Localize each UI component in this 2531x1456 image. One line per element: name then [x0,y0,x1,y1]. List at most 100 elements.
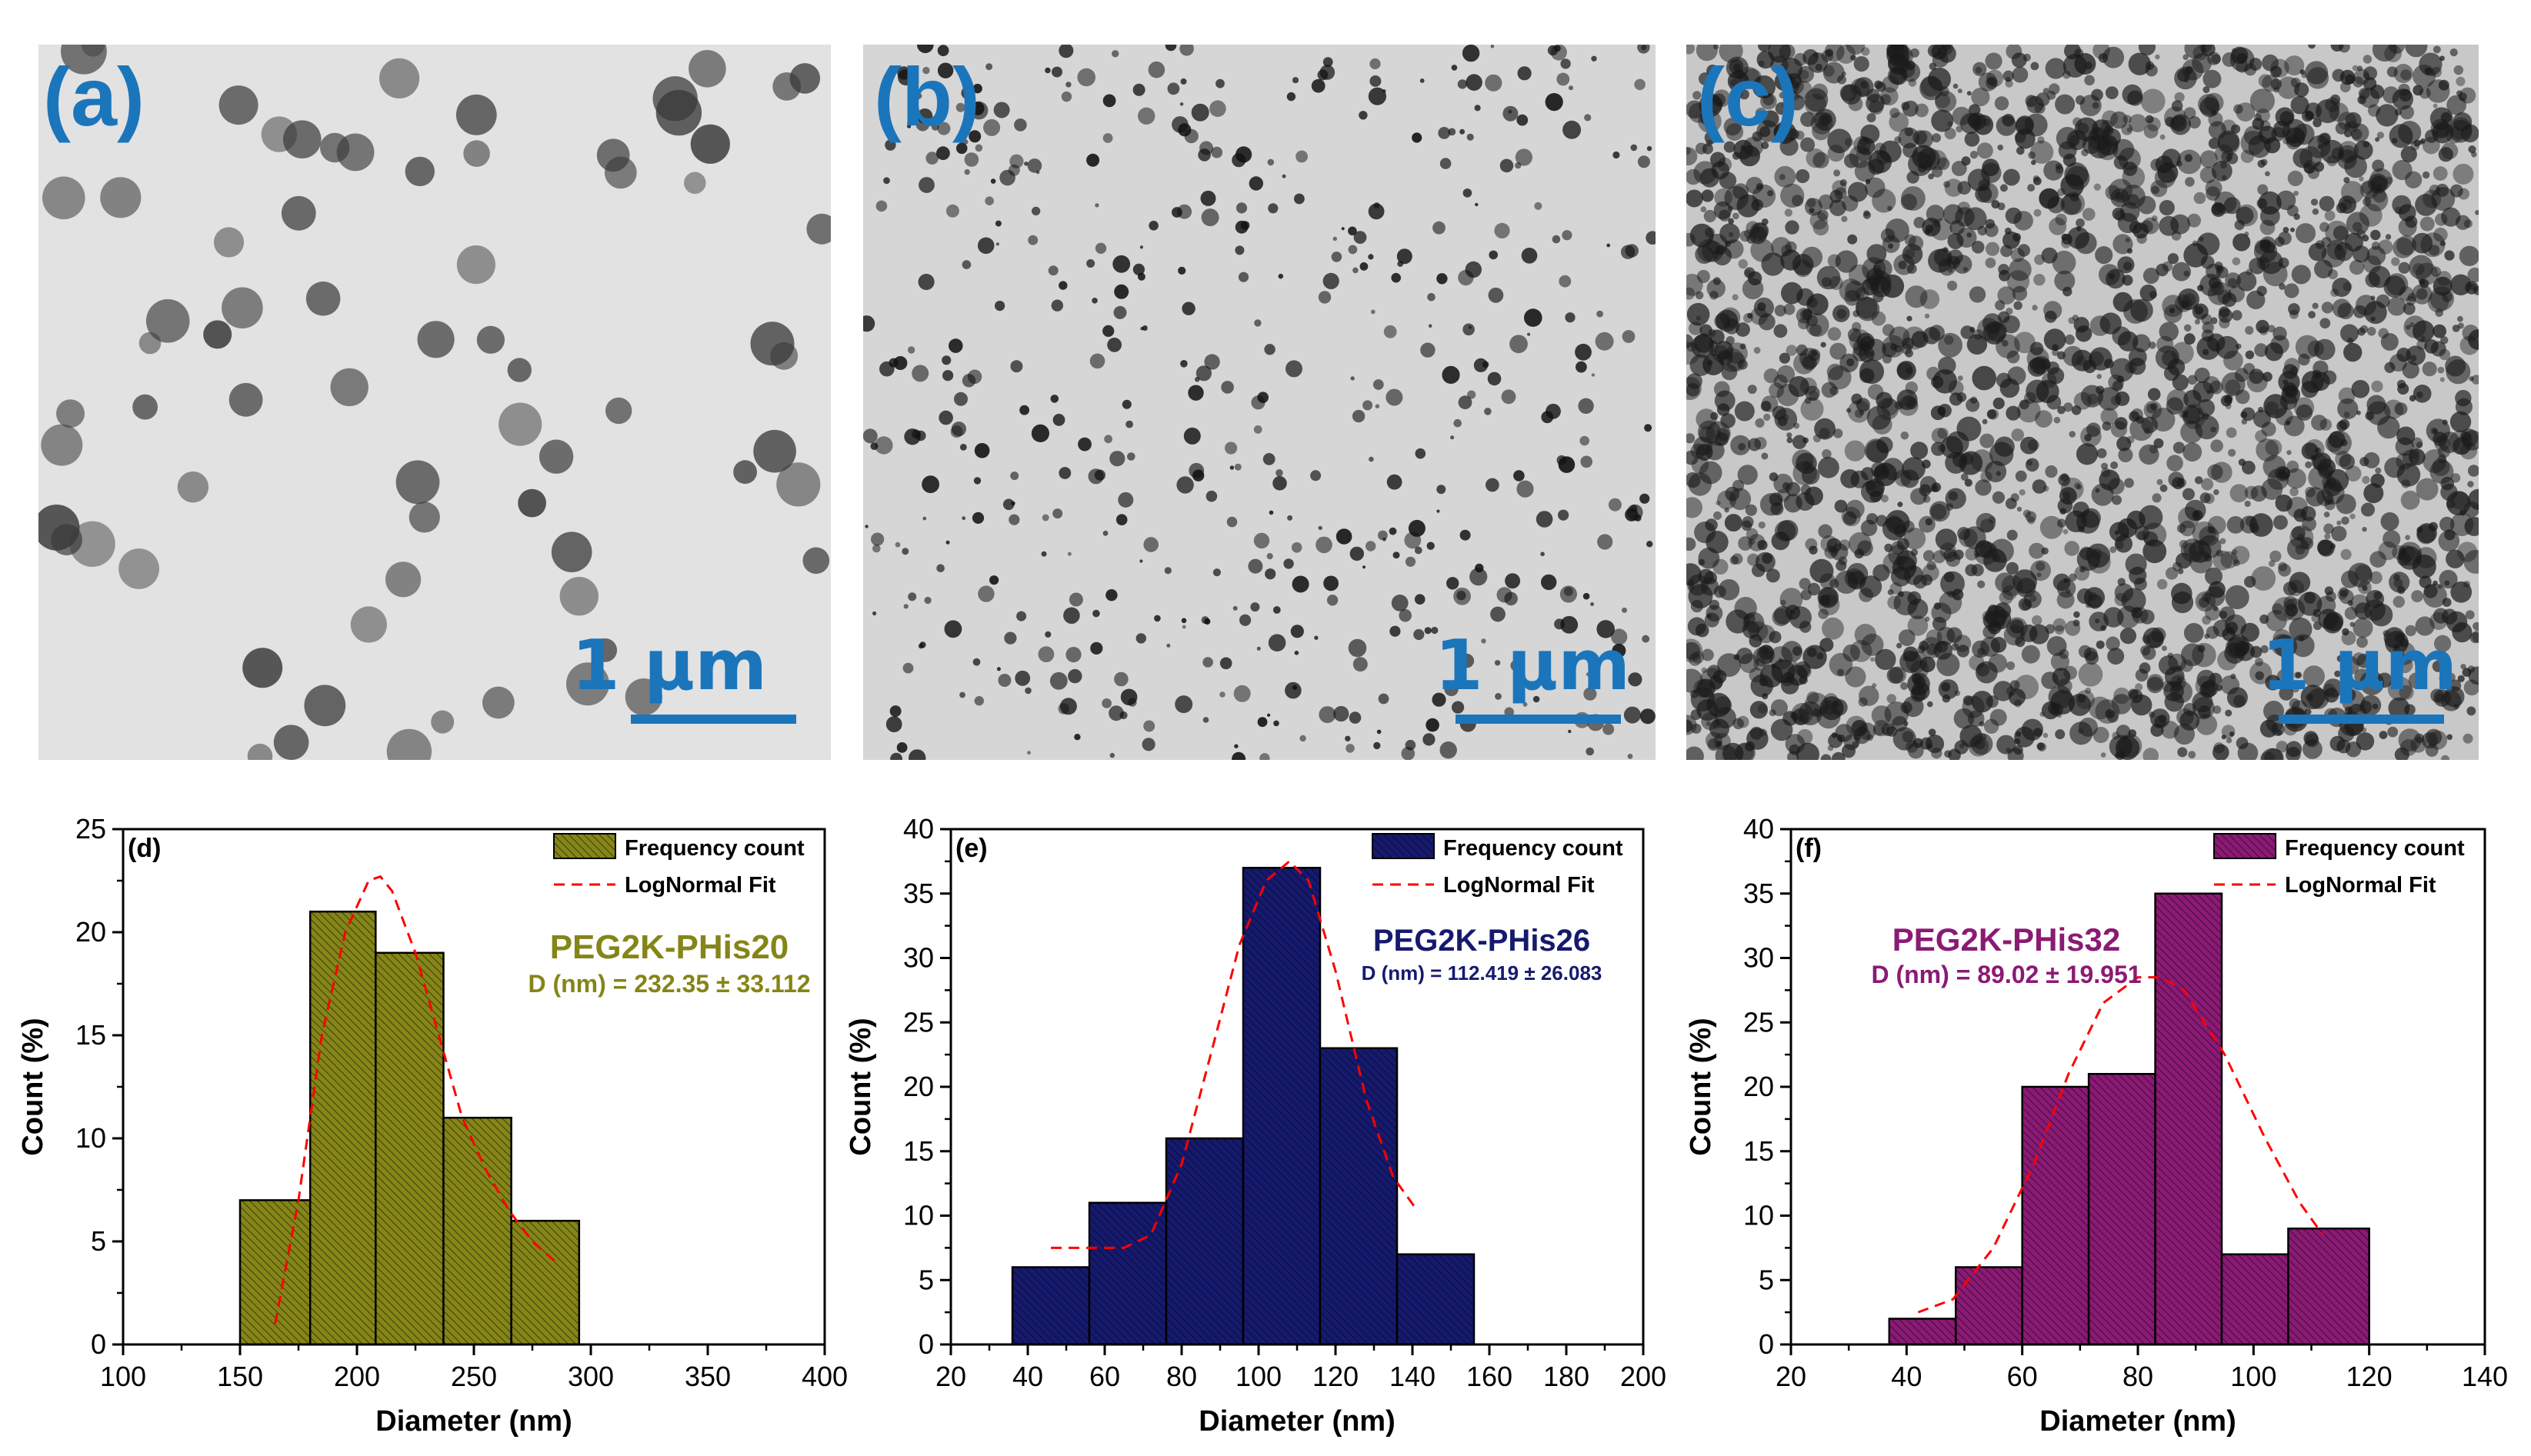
particle [2356,732,2375,751]
particle [2371,380,2383,392]
particle [945,204,959,218]
particle [2163,304,2183,323]
particle [969,130,982,143]
particle [872,611,877,616]
particle [2425,728,2443,745]
particle [2364,301,2387,325]
particle [2183,270,2190,277]
particle [1267,713,1271,717]
particle [2106,268,2126,289]
particle [1248,558,1263,574]
particle [2432,428,2438,435]
particle [1446,577,1459,590]
particle [1873,465,1889,480]
particle [2425,744,2439,757]
particle [2400,490,2420,510]
particle [2226,636,2248,659]
particle [2240,130,2266,155]
particle [1749,222,1769,242]
particle [2046,91,2056,100]
particle [625,678,662,716]
particle [2405,625,2416,637]
particle [1952,83,1959,89]
particle [2045,465,2058,478]
particle [945,540,950,545]
particle [1310,470,1322,481]
particle [1696,408,1717,430]
particle [2046,636,2067,656]
particle [2265,171,2270,177]
particle [1276,469,1283,477]
particle [1254,319,1262,327]
y-tick-label: 25 [75,813,106,845]
particle [2140,88,2166,114]
particle [1148,61,1165,78]
particle [1940,571,1965,596]
particle [1268,203,1279,214]
particle [2032,305,2038,311]
particle [1786,115,1792,121]
particle [1887,589,1894,595]
particle [1586,672,1590,677]
particle [2419,278,2426,285]
particle [1522,701,1528,707]
particle [2109,546,2117,554]
particle [2289,617,2313,641]
particle [2391,257,2400,266]
micrograph-b-image: (b) 1 μm [863,45,1656,760]
particle [2408,672,2425,689]
particle [1960,473,1969,481]
particle [2353,76,2364,88]
particle [2467,465,2479,477]
particle [1784,208,1792,217]
particle [1903,528,1926,550]
particle [2424,339,2439,354]
particle [2088,696,2112,720]
particle [902,662,914,674]
particle [2233,233,2251,252]
particle [1751,198,1763,212]
particle [1179,45,1194,56]
particle [2143,748,2159,760]
particle [1583,687,1597,701]
x-tick-label: 180 [1543,1361,1589,1392]
particle [2254,343,2268,358]
particle [1774,305,1786,317]
particle [1686,45,1695,55]
particle [1959,528,1978,548]
particle [1999,590,2013,605]
particle [1732,183,1749,200]
particle [2305,461,2313,468]
particle [1559,585,1577,603]
particle [2050,690,2076,715]
particle [1199,141,1213,155]
particle [2089,315,2111,336]
particle [1063,607,1080,625]
particle [1432,221,1446,235]
particle [1786,345,1798,356]
particle [1742,516,1754,528]
particle [1473,358,1488,372]
particle [2073,317,2089,333]
particle [942,370,954,381]
x-tick-label: 20 [935,1361,966,1392]
particle [2449,184,2463,198]
particle [1732,294,1739,301]
particle [1924,616,1930,622]
particle [1964,132,1980,147]
particle [1922,218,1941,237]
particle [1739,89,1749,100]
particle [1750,307,1768,325]
particle [2311,415,2327,431]
particle [1414,546,1422,555]
particle [304,685,346,727]
particle [2006,686,2016,696]
particle [2036,572,2042,578]
particle [1314,635,1319,640]
particle [2187,213,2201,228]
particle [1352,657,1368,672]
particle [1595,332,1614,351]
particle [2030,140,2054,164]
particle [228,382,263,417]
